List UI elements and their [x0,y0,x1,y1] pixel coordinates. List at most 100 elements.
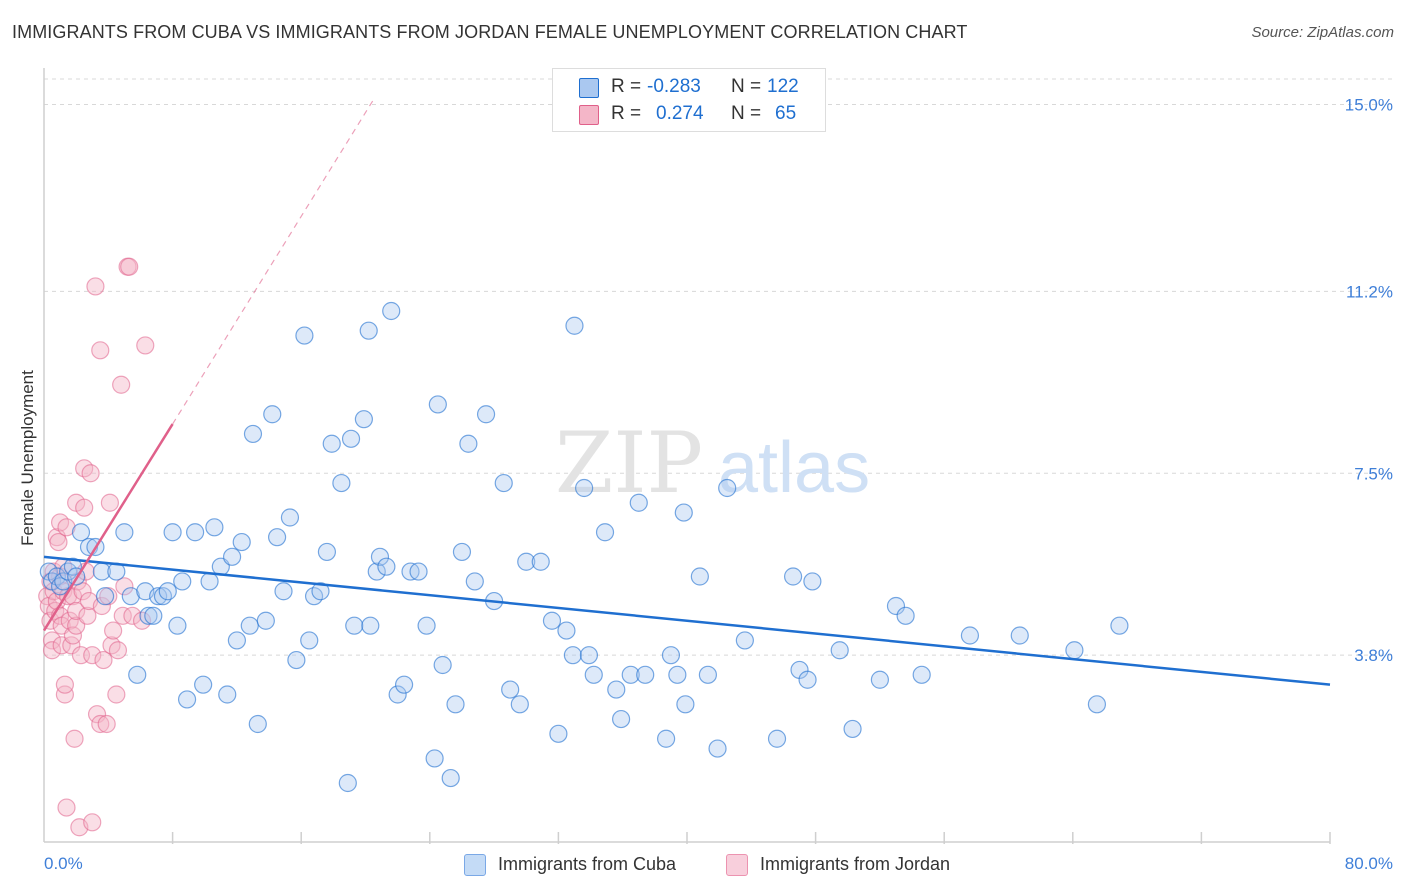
cuba-point [417,616,436,635]
cuba-point [595,523,615,542]
legend-swatch-cuba [464,854,486,876]
cuba-point [960,626,980,645]
jordan-point [97,714,116,734]
cuba-point [565,316,584,335]
cuba-point [280,508,300,527]
cuba-point [341,429,361,448]
cuba-point [531,552,550,571]
cuba-point [657,729,676,748]
cuba-point [912,665,931,684]
cuba-point [690,567,709,586]
jordan-trend-line [42,423,174,632]
tick-labels: 3.8% 7.5% 11.2% 15.0% 0.0% 80.0% [44,96,1393,874]
stats-box: R = -0.283 N = 122 R = 0.274 N = 65 [552,68,826,132]
cuba-point [549,724,568,743]
jordan-point [57,798,76,817]
r-label: R = [611,103,642,124]
cuba-point [338,773,357,793]
x-tick-label: 80.0% [1345,854,1393,873]
jordan-point [83,813,102,832]
cuba-point [1065,641,1084,660]
cuba-point [248,714,267,734]
cuba-points [39,301,1129,793]
cuba-point [783,567,803,586]
jordan-trend-extension [172,99,375,425]
source-label: Source: ZipAtlas.com [1251,24,1394,41]
watermark-atlas: atlas [718,428,870,508]
jordan-point [49,532,68,552]
cuba-point [263,405,282,424]
cuba-point [149,587,168,606]
cuba-point [222,547,242,566]
x-tick-label: 0.0% [44,854,83,873]
jordan-n-value: 65 [775,103,797,124]
cuba-point [144,606,163,625]
jordan-point [86,277,105,296]
cuba-point [1110,616,1129,635]
cuba-point [370,547,390,566]
cuba-point [798,670,817,689]
cuba-point [629,493,648,512]
trend-lines [42,99,1331,686]
cuba-point [311,582,330,601]
cuba-point [121,587,140,606]
cuba-point [317,542,337,562]
jordan-point [136,336,155,355]
jordan-point [107,685,126,704]
cuba-point [218,685,237,704]
cuba-point [274,582,293,601]
cuba-r-value: -0.283 [647,76,701,97]
n-label: N = [731,103,762,124]
cuba-point [173,572,192,591]
cuba-point [476,405,496,424]
cuba-point [168,616,187,635]
cuba-point [452,542,472,562]
cuba-point [409,562,428,581]
cuba-point [95,587,115,606]
jordan-point [113,606,132,625]
cuba-point [361,616,380,635]
cuba-point [517,552,536,571]
cuba-point [575,478,594,498]
cuba-point [322,434,341,453]
r-label: R = [611,76,642,97]
chart-title: IMMIGRANTS FROM CUBA VS IMMIGRANTS FROM … [12,22,968,42]
jordan-point [92,596,111,616]
legend-label-cuba: Immigrants from Cuba [498,854,677,874]
legend-swatch-jordan [726,854,748,876]
cuba-point [542,611,562,630]
cuba-point [1087,695,1107,714]
jordan-point [55,685,74,704]
cuba-point [579,646,599,665]
jordan-point [115,577,134,596]
cuba-point [698,665,717,684]
legend-label-jordan: Immigrants from Jordan [760,854,951,874]
jordan-point [94,650,113,670]
cuba-point [428,395,447,414]
cuba-point [295,326,314,345]
cuba-point [607,680,626,699]
jordan-point [108,641,128,660]
jordan-point [65,729,84,748]
cuba-point [668,665,687,684]
cuba-point [886,596,906,616]
jordan-points [38,257,155,837]
cuba-point [501,680,520,699]
watermark-zip: ZIP [555,414,703,512]
cuba-point [557,621,576,640]
cuba-point [830,641,849,660]
stats-row-cuba: R = -0.283 N = 122 [553,74,825,100]
jordan-point [91,714,110,734]
jordan-swatch [579,105,599,125]
cuba-point [50,577,70,596]
cuba-point [354,410,373,429]
cuba-point [465,572,484,591]
cuba-point [227,631,246,650]
cuba-point [115,523,134,542]
cuba-point [441,768,460,788]
cuba-point [240,616,259,635]
cuba-point [267,528,287,547]
cuba-point [194,675,213,694]
cuba-point [718,478,737,498]
cuba-point [388,685,407,704]
